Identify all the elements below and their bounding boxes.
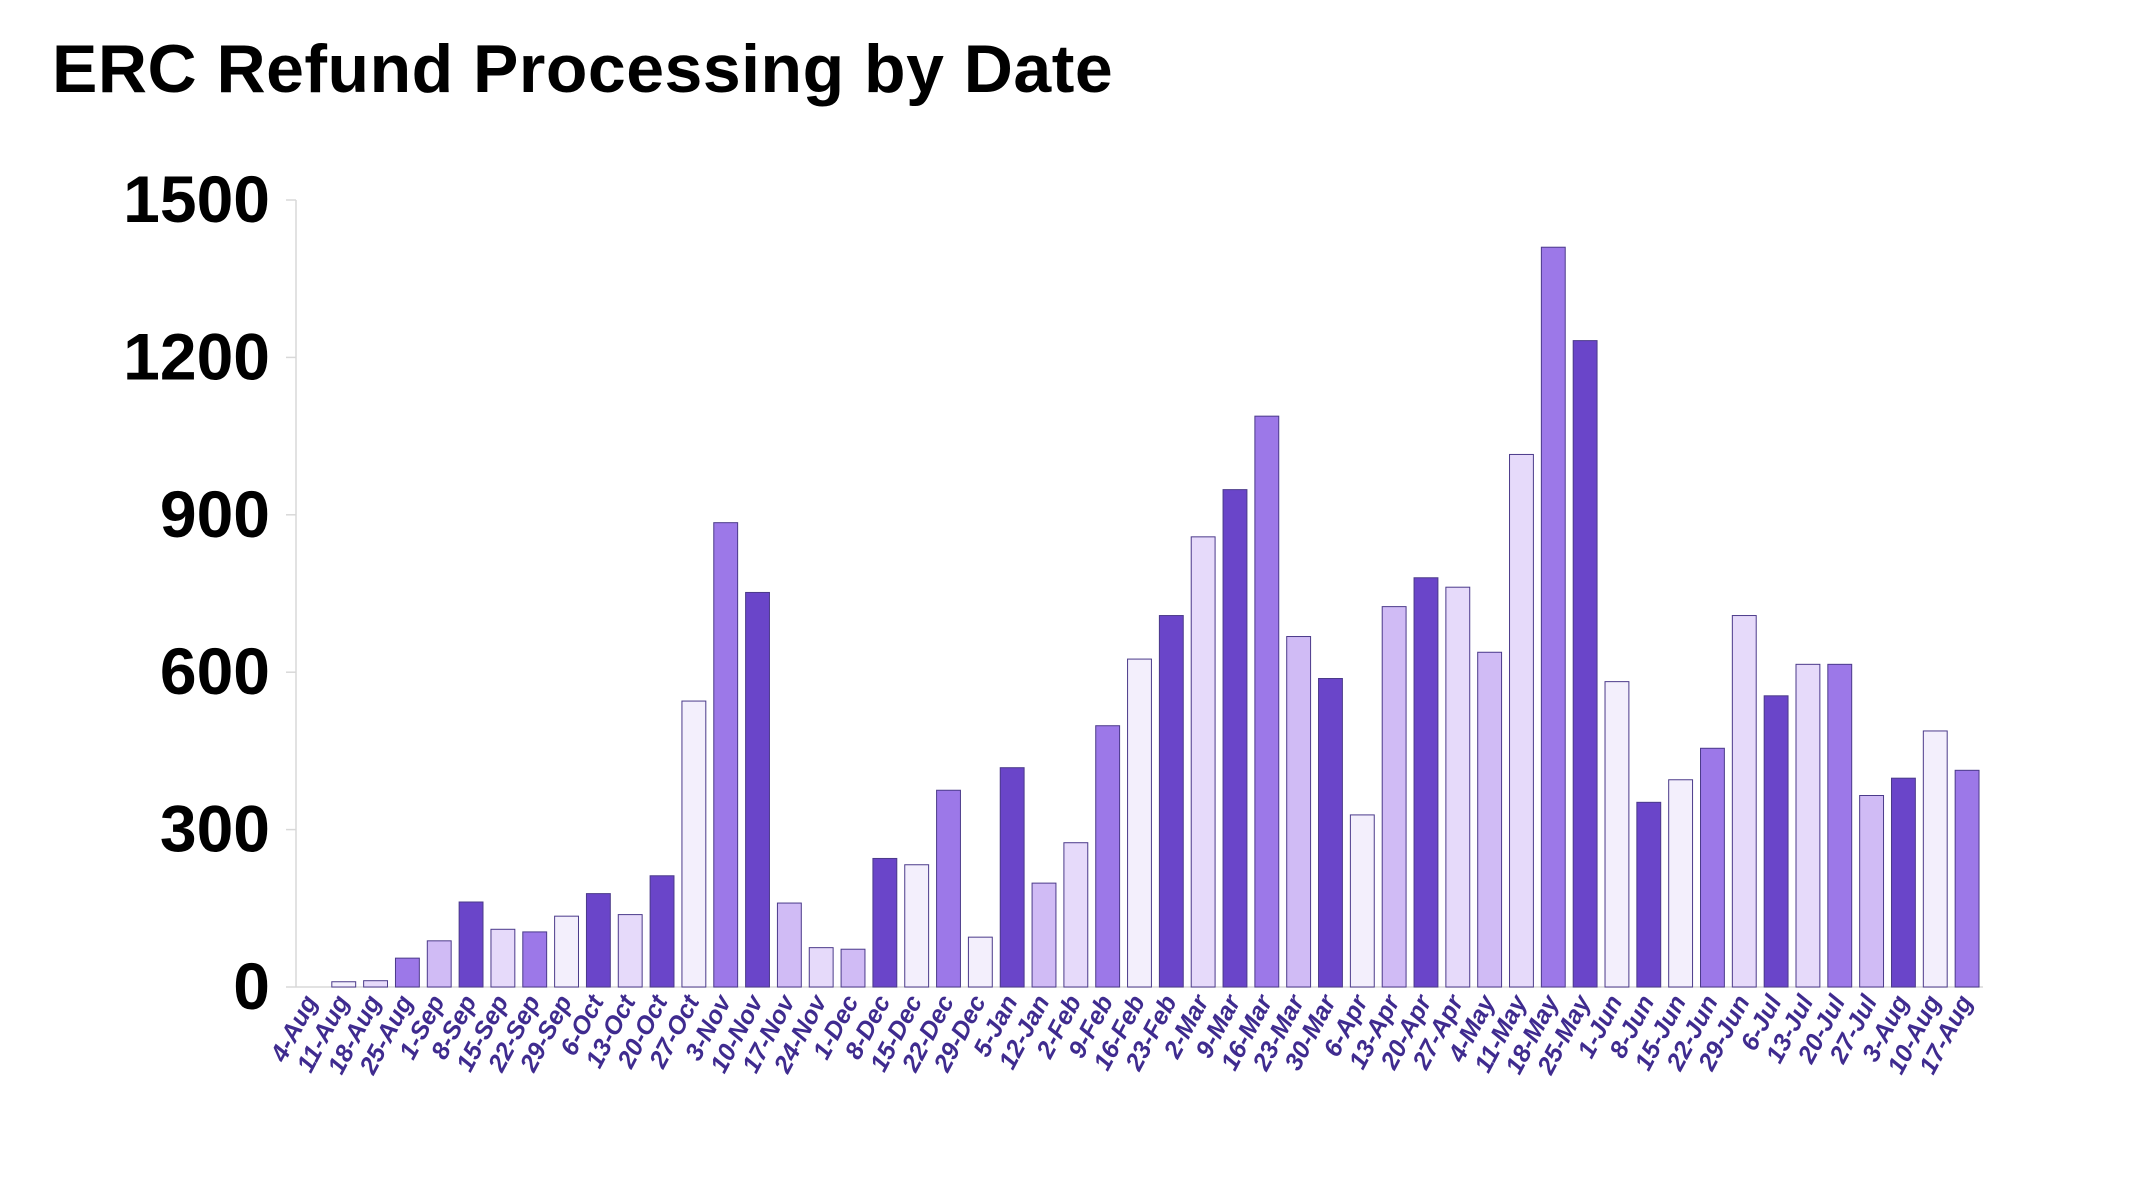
bar-9-Feb (1095, 725, 1121, 988)
bar-15-Jun (1668, 779, 1694, 988)
bar-12-Jan (1031, 882, 1057, 988)
bar-10-Nov (745, 591, 770, 988)
bar-8-Jun (1636, 801, 1662, 988)
y-tick-label: 1500 (123, 162, 270, 236)
bar-29-Jun (1731, 615, 1757, 988)
bar-3-Aug (1890, 777, 1916, 988)
bar-8-Sep (458, 901, 484, 988)
bar-13-Apr (1381, 606, 1407, 988)
bar-23-Feb (1158, 615, 1184, 988)
bar-27-Jul (1859, 795, 1885, 988)
bar-22-Sep (522, 931, 548, 988)
bar-9-Mar (1222, 489, 1248, 988)
bar-20-Jul (1827, 663, 1853, 988)
y-tick-layer: 0 300 600 900 1200 1500 (123, 162, 270, 1023)
bar-2-Feb (1063, 842, 1089, 988)
bar-2-Mar (1190, 536, 1216, 988)
bar-23-Mar (1286, 636, 1312, 988)
bar-11-Aug (331, 981, 357, 988)
bar-17-Aug (1954, 769, 1980, 988)
bar-25-May (1572, 340, 1598, 988)
y-tick-label: 0 (233, 949, 270, 1023)
chart-title: ERC Refund Processing by Date (52, 31, 1114, 107)
bar-15-Sep (490, 928, 516, 988)
bar-29-Dec (967, 936, 993, 988)
y-tick-label: 900 (160, 477, 270, 551)
bar-5-Jan (999, 767, 1025, 988)
bar-18-Aug (363, 980, 389, 988)
bar-layer (331, 246, 1980, 988)
x-tick-layer: 4-Aug11-Aug18-Aug25-Aug1-Sep8-Sep15-Sep2… (265, 989, 1979, 1080)
bar-3-Nov (713, 522, 739, 988)
bar-27-Apr (1445, 586, 1471, 988)
y-tick-label: 600 (160, 634, 270, 708)
bar-24-Nov (808, 947, 834, 988)
bar-20-Oct (649, 875, 675, 988)
bar-13-Oct (617, 914, 643, 988)
bar-1-Sep (426, 940, 452, 988)
bar-10-Aug (1922, 730, 1948, 988)
bar-22-Jun (1700, 747, 1725, 988)
bar-15-Dec (904, 864, 930, 988)
bar-6-Oct (585, 893, 611, 988)
y-tick-label: 1200 (123, 319, 270, 393)
bar-6-Apr (1349, 814, 1375, 988)
bar-16-Feb (1127, 658, 1152, 988)
bar-27-Oct (681, 700, 707, 988)
bar-13-Jul (1795, 663, 1821, 988)
bar-25-Aug (394, 957, 420, 988)
bar-4-May (1477, 651, 1503, 988)
bar-20-Apr (1413, 577, 1439, 988)
bar-16-Mar (1254, 415, 1280, 988)
y-tick-label: 300 (160, 792, 270, 866)
bar-1-Dec (840, 948, 866, 988)
bar-30-Mar (1318, 678, 1343, 988)
bar-11-May (1509, 453, 1534, 988)
bar-17-Nov (776, 902, 802, 988)
bar-1-Jun (1604, 681, 1630, 988)
bar-29-Sep (554, 915, 579, 988)
bar-8-Dec (872, 857, 898, 988)
bar-18-May (1540, 246, 1566, 988)
bar-22-Dec (936, 789, 961, 988)
bar-6-Jul (1763, 695, 1789, 988)
